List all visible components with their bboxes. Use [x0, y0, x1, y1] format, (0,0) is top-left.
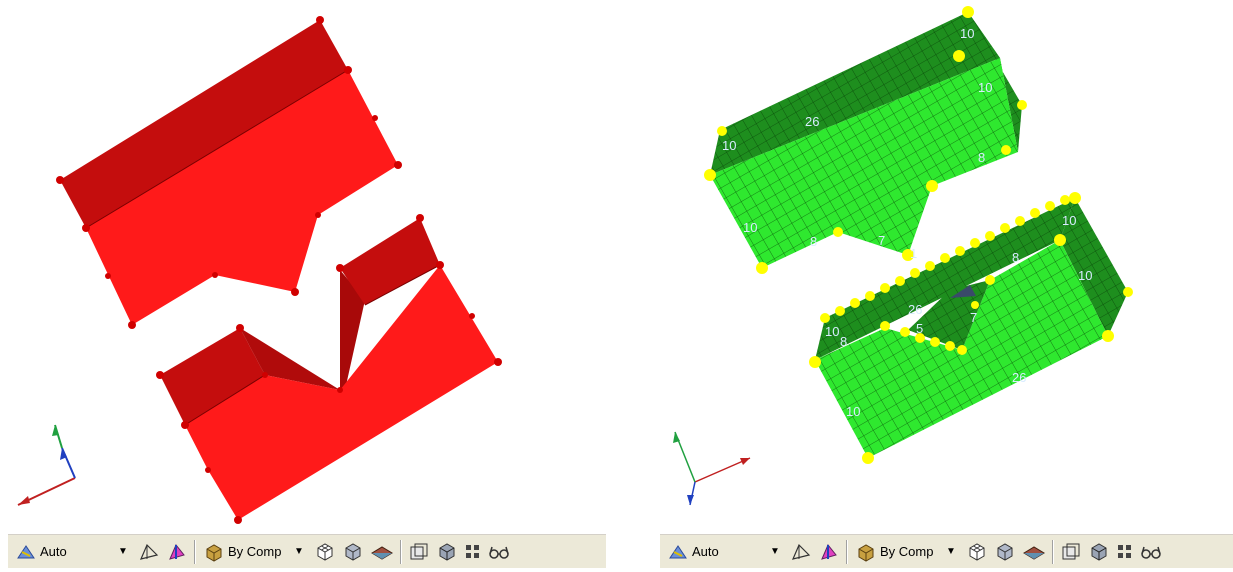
shaded-cube-icon[interactable] — [994, 539, 1016, 565]
shaded-cube-icon[interactable] — [342, 539, 364, 565]
plane-icon[interactable] — [1022, 539, 1046, 565]
left-nodes — [56, 16, 502, 524]
color-mode-value: By Comp — [880, 544, 934, 559]
by-comp-icon — [204, 542, 224, 562]
display-mode-dropdown[interactable]: Auto ▼ — [14, 539, 132, 564]
upper-mesh-front-face — [710, 58, 1018, 268]
display-mode-dropdown[interactable]: Auto ▼ — [666, 539, 784, 564]
wireframe-cube-icon[interactable] — [966, 539, 988, 565]
density-label: 7 — [970, 310, 977, 325]
density-label: 26 — [1012, 370, 1026, 385]
solid-box-icon[interactable] — [1088, 539, 1110, 565]
left-axis-triad — [17, 424, 76, 506]
dropdown-arrow-icon[interactable]: ▼ — [118, 546, 128, 557]
plane-icon[interactable] — [370, 539, 394, 565]
glasses-icon[interactable] — [488, 539, 510, 565]
density-label: 10 — [722, 138, 736, 153]
toolbar-separator — [846, 539, 848, 564]
right-yellow-nodes — [704, 6, 1133, 464]
display-mode-value: Auto — [40, 544, 67, 559]
toolbar-separator — [1052, 539, 1054, 564]
density-label: 8 — [810, 234, 817, 249]
left-visualization-toolbar: Auto ▼ By Comp ▼ — [8, 534, 606, 568]
auto-icon — [16, 542, 36, 562]
toolbar-separator — [194, 539, 196, 564]
right-graphics-viewport[interactable]: 10 10 10 26 8 10 8 7 1 10 8 10 26 7 5 10… — [650, 0, 1233, 525]
upper-part-front-face — [86, 70, 398, 325]
pink-shade-icon[interactable] — [166, 539, 188, 565]
box-icon[interactable] — [1060, 539, 1082, 565]
view-icon[interactable] — [138, 539, 160, 565]
color-mode-value: By Comp — [228, 544, 282, 559]
lower-mesh-hole — [950, 285, 976, 298]
density-label: 8 — [840, 334, 847, 349]
density-label: 10 — [1062, 213, 1076, 228]
by-comp-icon — [856, 542, 876, 562]
density-label: 8 — [1012, 250, 1019, 265]
density-label: 8 — [978, 150, 985, 165]
upper-mesh-right-face — [968, 12, 1022, 152]
grid-icon[interactable] — [464, 539, 482, 565]
lower-part-right-top — [340, 218, 440, 305]
wireframe-cube-icon[interactable] — [314, 539, 336, 565]
solid-box-icon[interactable] — [436, 539, 458, 565]
left-geometry-canvas — [17, 16, 502, 524]
dropdown-arrow-icon[interactable]: ▼ — [294, 546, 304, 557]
upper-part-top-face — [60, 20, 348, 228]
toolbar-separator — [400, 539, 402, 564]
dropdown-arrow-icon[interactable]: ▼ — [770, 546, 780, 557]
density-label: 10 — [825, 324, 839, 339]
dropdown-arrow-icon[interactable]: ▼ — [946, 546, 956, 557]
grid-icon[interactable] — [1116, 539, 1134, 565]
right-axis-triad — [673, 431, 751, 506]
lower-mesh-front-face — [815, 240, 1108, 458]
pink-shade-icon[interactable] — [818, 539, 840, 565]
display-mode-value: Auto — [692, 544, 719, 559]
density-label: 1 — [910, 246, 917, 261]
right-mesh-canvas: 10 10 10 26 8 10 8 7 1 10 8 10 26 7 5 10… — [673, 6, 1133, 506]
density-label: 10 — [743, 220, 757, 235]
density-label: 5 — [916, 321, 923, 336]
density-labels: 10 10 10 26 8 10 8 7 1 10 8 10 26 7 5 10… — [722, 26, 1092, 419]
lower-mesh-top-face — [815, 198, 1075, 360]
left-graphics-viewport[interactable] — [0, 0, 612, 525]
density-label: 10 — [846, 404, 860, 419]
density-label: 10 — [1078, 268, 1092, 283]
density-label: 10 — [978, 80, 992, 95]
color-mode-dropdown[interactable]: By Comp ▼ — [202, 539, 308, 564]
auto-icon — [668, 542, 688, 562]
color-mode-dropdown[interactable]: By Comp ▼ — [854, 539, 960, 564]
density-label: 7 — [878, 233, 885, 248]
lower-mesh-notch — [908, 280, 990, 350]
density-label: 26 — [805, 114, 819, 129]
lower-mesh-right-face — [1060, 198, 1128, 336]
glasses-icon[interactable] — [1140, 539, 1162, 565]
box-icon[interactable] — [408, 539, 430, 565]
upper-mesh-top-face — [710, 12, 1000, 175]
right-visualization-toolbar: Auto ▼ By Comp ▼ — [660, 534, 1233, 568]
density-label: 26 — [908, 302, 922, 317]
lower-part-top-face — [160, 328, 265, 425]
lower-part-notch-right — [340, 270, 365, 390]
density-label: 10 — [960, 26, 974, 41]
view-icon[interactable] — [790, 539, 812, 565]
